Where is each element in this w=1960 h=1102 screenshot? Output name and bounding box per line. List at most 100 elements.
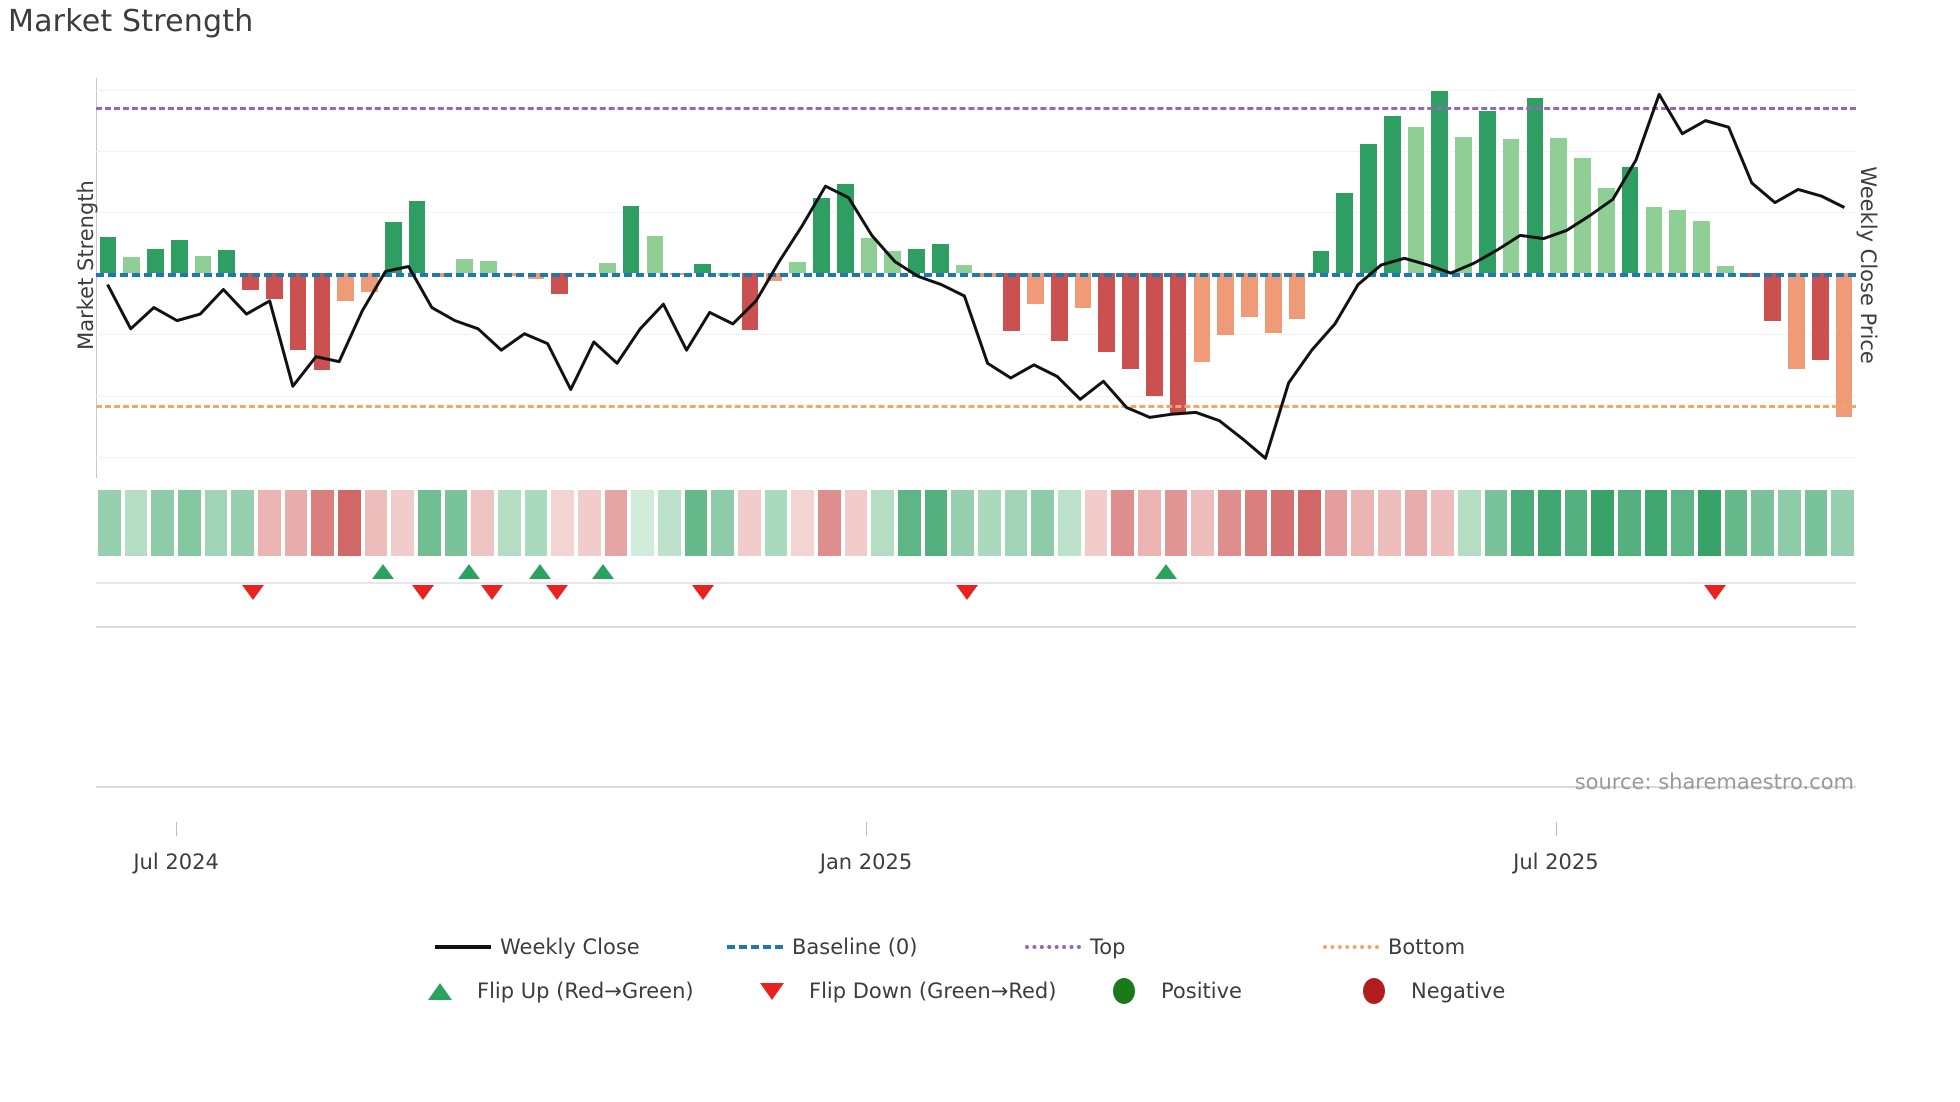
heatmap-cell[interactable] [1804, 490, 1828, 556]
bar[interactable] [1264, 273, 1282, 333]
bar[interactable] [813, 198, 830, 274]
heatmap-cell[interactable] [871, 490, 894, 556]
bar[interactable] [1027, 273, 1044, 304]
heatmap-cell[interactable] [1004, 490, 1028, 556]
bar[interactable] [551, 273, 569, 294]
bar[interactable] [1336, 193, 1353, 274]
bar[interactable] [955, 264, 973, 274]
heatmap-cell[interactable] [658, 490, 681, 556]
bar[interactable] [622, 205, 640, 274]
bar[interactable] [1241, 273, 1258, 318]
heatmap-cell[interactable] [1671, 490, 1694, 556]
flip-up-marker-icon[interactable] [528, 564, 551, 579]
heatmap-cell[interactable] [1458, 490, 1481, 556]
heatmap-cell[interactable] [311, 490, 334, 556]
heatmap-cell[interactable] [1618, 490, 1641, 556]
bar[interactable] [266, 273, 283, 300]
bar[interactable] [908, 248, 925, 274]
legend-item[interactable]: Negative [1337, 978, 1557, 1004]
heatmap-cell[interactable] [1431, 490, 1454, 556]
bar[interactable] [1788, 273, 1805, 370]
bar[interactable] [1669, 209, 1686, 274]
bar[interactable] [646, 235, 664, 274]
heatmap-cell[interactable] [951, 490, 974, 556]
heatmap-cell[interactable] [1831, 490, 1854, 556]
bar[interactable] [1288, 273, 1306, 319]
heatmap-cell[interactable] [551, 490, 574, 556]
bar[interactable] [1050, 273, 1068, 341]
heatmap-cell[interactable] [978, 490, 1001, 556]
bar[interactable] [932, 244, 949, 274]
bar[interactable] [1479, 110, 1496, 274]
bar[interactable] [1193, 273, 1211, 362]
bar[interactable] [218, 249, 236, 274]
bar[interactable] [480, 261, 497, 274]
heatmap-cell[interactable] [604, 490, 628, 556]
heatmap-cell[interactable] [1698, 490, 1721, 556]
bar[interactable] [384, 222, 402, 274]
bar[interactable] [599, 263, 616, 274]
bar[interactable] [1407, 126, 1425, 274]
bar[interactable] [1574, 158, 1591, 274]
heatmap-cell[interactable] [818, 490, 841, 556]
bar[interactable] [313, 273, 331, 370]
heatmap-cell[interactable] [1484, 490, 1508, 556]
flip-down-marker-icon[interactable] [481, 585, 503, 600]
heatmap-cell[interactable] [738, 490, 761, 556]
bar[interactable] [123, 256, 140, 274]
heatmap-cell[interactable] [1084, 490, 1108, 556]
flip-down-marker-icon[interactable] [412, 585, 435, 600]
heatmap-cell[interactable] [764, 490, 788, 556]
bar[interactable] [1621, 166, 1639, 274]
bar[interactable] [1716, 266, 1734, 274]
heatmap-cell[interactable] [284, 490, 308, 556]
bar[interactable] [337, 273, 355, 302]
heatmap-cell[interactable] [471, 490, 494, 556]
flip-down-marker-icon[interactable] [546, 585, 569, 600]
bar[interactable] [1597, 187, 1615, 274]
heatmap-cell[interactable] [1644, 490, 1668, 556]
heatmap-cell[interactable] [1191, 490, 1214, 556]
heatmap-cell[interactable] [498, 490, 521, 556]
heatmap-cell[interactable] [524, 490, 548, 556]
bar[interactable] [361, 273, 378, 293]
bar[interactable] [1645, 207, 1663, 274]
heatmap-cell[interactable] [684, 490, 708, 556]
bar[interactable] [694, 263, 711, 274]
heatmap-cell[interactable] [1378, 490, 1401, 556]
bar[interactable] [147, 248, 164, 274]
flip-up-marker-icon[interactable] [591, 564, 614, 579]
bar[interactable] [836, 183, 854, 274]
bar[interactable] [408, 200, 426, 274]
legend-item[interactable]: Top [1016, 935, 1314, 959]
flip-down-marker-icon[interactable] [956, 585, 979, 600]
heatmap-cell[interactable] [711, 490, 734, 556]
heatmap-cell[interactable] [124, 490, 148, 556]
bar[interactable] [1217, 273, 1235, 336]
bar[interactable] [289, 273, 307, 350]
heatmap-cell[interactable] [1564, 490, 1588, 556]
flip-up-marker-icon[interactable] [371, 564, 394, 579]
heatmap-cell[interactable] [338, 490, 361, 556]
heatmap-cell[interactable] [151, 490, 174, 556]
legend-item[interactable]: Bottom [1314, 935, 1534, 959]
legend-item[interactable]: Flip Down (Green→Red) [735, 979, 1087, 1003]
heatmap-cell[interactable] [1244, 490, 1268, 556]
heatmap-cell[interactable] [204, 490, 228, 556]
bar[interactable] [1169, 273, 1187, 414]
bar[interactable] [1312, 251, 1330, 274]
heatmap-cell[interactable] [844, 490, 868, 556]
bar[interactable] [1455, 136, 1472, 274]
legend-item[interactable]: Positive [1087, 978, 1337, 1004]
heatmap-cell[interactable] [1324, 490, 1348, 556]
bar[interactable] [1122, 273, 1139, 369]
flip-down-marker-icon[interactable] [1704, 585, 1727, 600]
bar[interactable] [789, 261, 806, 274]
bar[interactable] [170, 240, 188, 274]
bar[interactable] [456, 259, 473, 274]
heatmap-cell[interactable] [364, 490, 388, 556]
heatmap-cell[interactable] [1138, 490, 1161, 556]
bar[interactable] [1764, 273, 1782, 322]
heatmap-cell[interactable] [1031, 490, 1054, 556]
flip-up-marker-icon[interactable] [458, 564, 481, 579]
